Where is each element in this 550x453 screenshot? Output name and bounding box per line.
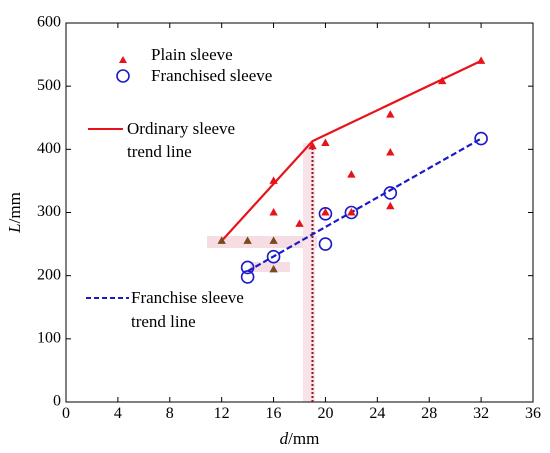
highlight-band-lower — [250, 262, 290, 272]
plain-sleeve-point — [217, 236, 226, 244]
highlight-band-horizontal — [207, 236, 317, 248]
franchised-sleeve-point — [240, 260, 255, 275]
axes: 0 4 8 12 16 20 24 28 32 36 0 100 200 300 400 500 600 d/mm… — [5, 14, 541, 448]
legend-circle-marker — [116, 69, 130, 83]
x-tick-label: 20 — [317, 405, 333, 422]
plain-sleeve-point — [438, 76, 447, 85]
annotations: Ordinary sleeve trend line Franchise sle… — [86, 119, 244, 331]
plain-sleeve-point — [386, 148, 395, 156]
franchised-sleeve-point — [240, 270, 255, 284]
plain-sleeve-point — [269, 236, 278, 244]
franchised-sleeve-point — [344, 205, 359, 220]
x-tick-label: 0 — [62, 405, 70, 422]
x-tick-label: 36 — [525, 405, 541, 422]
franchise-annotation-line2: trend line — [131, 312, 196, 331]
y-tick-label: 600 — [37, 14, 61, 31]
y-tick-label: 500 — [37, 77, 61, 94]
franchised-sleeve-point — [266, 249, 281, 264]
legend: Plain sleeve Franchised sleeve — [116, 45, 272, 85]
y-tick-label: 400 — [37, 140, 61, 157]
y-axis-title-variable: L — [5, 223, 24, 233]
ordinary-trend-line — [220, 59, 482, 242]
y-tick-label: 100 — [37, 330, 61, 347]
y-axis-title: L/mm — [5, 192, 24, 234]
x-tick-label: 32 — [473, 405, 489, 422]
franchise-annotation-line1: Franchise sleeve — [131, 288, 244, 307]
plain-sleeve-point — [386, 110, 395, 118]
plain-sleeve-point — [243, 236, 252, 244]
x-axis-title-unit: /mm — [288, 429, 319, 448]
plain-sleeve-point — [269, 208, 278, 216]
plain-sleeve-point — [269, 176, 278, 184]
plain-sleeve-point — [269, 264, 278, 273]
franchised-sleeve-point — [318, 237, 333, 251]
x-tick-label: 16 — [266, 405, 282, 422]
plain-sleeve-point — [321, 208, 330, 216]
x-tick-label: 24 — [369, 405, 385, 422]
legend-triangle-marker — [119, 56, 127, 63]
y-tick-label: 300 — [37, 203, 61, 220]
plain-sleeve-point — [308, 141, 317, 150]
ordinary-annotation-line1: Ordinary sleeve — [127, 119, 235, 138]
x-tick-label: 4 — [114, 405, 122, 422]
franchised-sleeve-point — [383, 186, 398, 200]
y-axis-title-unit: /mm — [5, 192, 24, 223]
plain-sleeve-point — [347, 170, 356, 178]
plain-sleeve-point — [347, 208, 356, 216]
x-tick-label: 8 — [166, 405, 174, 422]
franchise-trend-line — [247, 137, 482, 273]
x-tick-label: 28 — [421, 405, 437, 422]
data-points — [217, 56, 488, 284]
y-tick-label: 0 — [53, 393, 61, 410]
x-axis-title: d/mm — [280, 429, 320, 448]
highlight-layer — [207, 143, 317, 402]
plain-sleeve-point — [476, 56, 486, 64]
ordinary-annotation-line2: trend line — [127, 142, 192, 161]
y-tick-label: 200 — [37, 266, 61, 283]
legend-label-plain: Plain sleeve — [151, 45, 233, 64]
plain-sleeve-point — [386, 201, 395, 210]
plot-frame — [65, 22, 534, 403]
legend-label-franchised: Franchised sleeve — [151, 66, 272, 85]
franchised-sleeve-point — [318, 206, 333, 221]
trend-lines — [220, 59, 482, 402]
franchised-sleeve-point — [474, 131, 488, 146]
x-tick-label: 12 — [214, 405, 230, 422]
x-axis-title-variable: d — [280, 429, 289, 448]
plain-sleeve-point — [321, 138, 330, 146]
plain-sleeve-point — [295, 219, 304, 227]
